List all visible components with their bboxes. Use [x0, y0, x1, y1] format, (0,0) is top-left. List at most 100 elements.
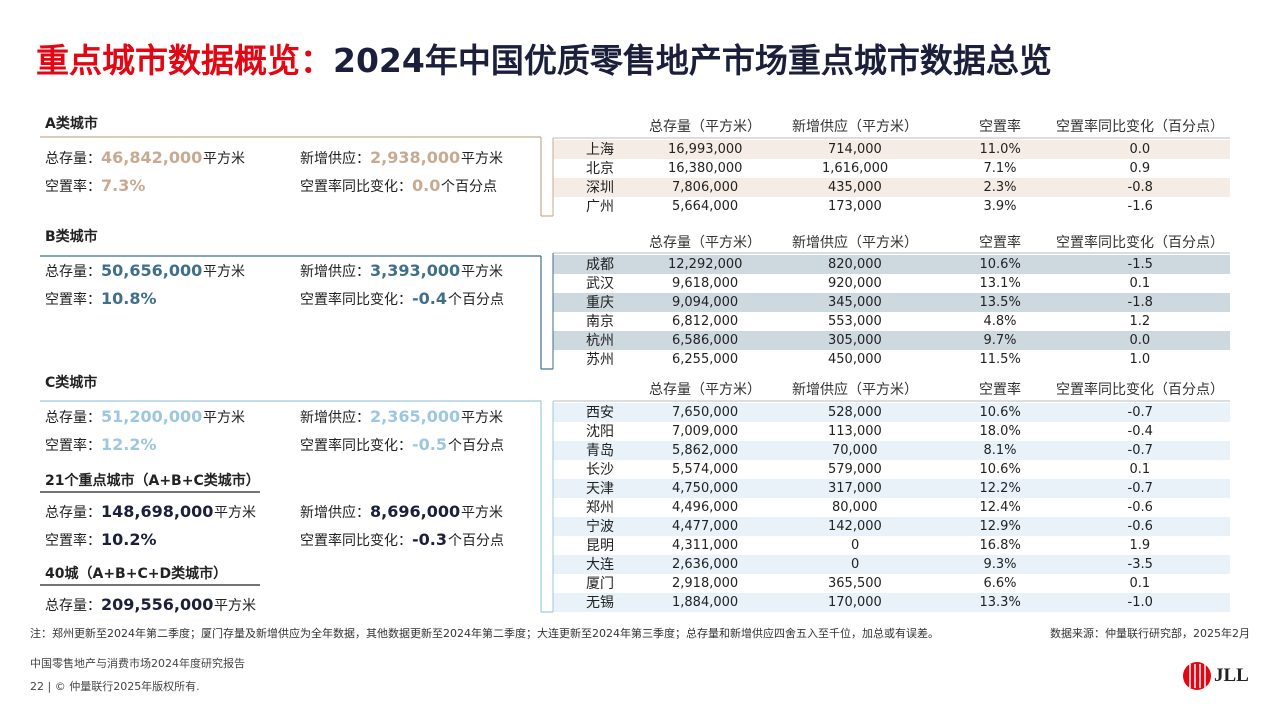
stat-value: 2,365,000: [370, 407, 461, 426]
table-cell: -0.7: [1127, 405, 1153, 420]
stat-unit: 平方米: [214, 598, 256, 614]
table-cell: 7,650,000: [672, 405, 739, 420]
table-cell: 714,000: [828, 142, 882, 157]
table-cell: 345,000: [828, 295, 882, 310]
stat-unit: 个百分点: [441, 179, 497, 195]
table-cell: 10.6%: [979, 405, 1021, 420]
stat-label: 总存量：: [45, 151, 101, 167]
stat-label: 总存量：: [45, 505, 101, 521]
stat-label: 空置率同比变化：: [300, 179, 412, 195]
summary-label: 21个重点城市（A+B+C类城市）: [45, 473, 260, 489]
row-shade: [553, 255, 1230, 274]
stat-value: 46,842,000: [101, 148, 203, 167]
table-cell: 0.0: [1129, 142, 1151, 157]
footer-report: 中国零售地产与消费市场2024年度研究报告: [30, 657, 245, 670]
table-cell: 2.3%: [983, 180, 1017, 195]
source: 数据来源：仲量联行研究部，2025年2月: [1050, 627, 1250, 640]
stat-label: 新增供应：: [300, 410, 370, 426]
table-cell: 13.5%: [979, 295, 1021, 310]
table-cell: 13.3%: [979, 595, 1021, 610]
logo-text: JLL: [1214, 665, 1249, 686]
table-cell: 9,094,000: [672, 295, 739, 310]
city-name: 青岛: [586, 443, 614, 459]
stat-unit: 平方米: [461, 505, 503, 521]
row-shade: [553, 517, 1230, 536]
group-label: A类城市: [45, 116, 98, 132]
stat-value: 10.8%: [101, 289, 157, 308]
stat-unit: 平方米: [214, 505, 256, 521]
stat-value: -0.3: [412, 530, 447, 549]
table-cell: 553,000: [828, 314, 882, 329]
city-name: 大连: [586, 557, 614, 573]
table-cell: -1.8: [1127, 295, 1153, 310]
stat-label: 总存量：: [45, 264, 101, 280]
stat-value: 148,698,000: [101, 502, 214, 521]
table-cell: 16,993,000: [668, 142, 743, 157]
stat-unit: 个百分点: [448, 438, 504, 454]
stat-label: 空置率：: [45, 179, 101, 195]
table-cell: 70,000: [832, 443, 878, 458]
title-highlight: 重点城市数据概览：: [36, 41, 333, 80]
table-cell: 7.1%: [983, 161, 1017, 176]
table-cell: 1.9: [1129, 538, 1151, 553]
table-cell: -1.6: [1127, 199, 1153, 214]
table-cell: -0.6: [1127, 500, 1153, 515]
stat-unit: 平方米: [461, 410, 503, 426]
row-shade: [553, 140, 1230, 159]
row-shade: [553, 403, 1230, 422]
table-cell: 11.5%: [979, 352, 1021, 367]
table-cell: 3.9%: [983, 199, 1017, 214]
row-shade: [553, 331, 1230, 350]
stat-label: 空置率同比变化：: [300, 438, 412, 454]
row-shade: [553, 593, 1230, 612]
table-header: 空置率: [979, 235, 1021, 251]
table-cell: 5,574,000: [672, 462, 739, 477]
stat-value: 3,393,000: [370, 261, 461, 280]
table-cell: 6,812,000: [672, 314, 739, 329]
table-cell: 4,477,000: [672, 519, 739, 534]
stat-label: 空置率同比变化：: [300, 533, 412, 549]
table-cell: -3.5: [1127, 557, 1153, 572]
table-cell: 18.0%: [979, 424, 1021, 439]
table-cell: 5,664,000: [672, 199, 739, 214]
stat-value: 0.0: [412, 176, 441, 195]
table-header: 空置率: [979, 382, 1021, 398]
table-cell: 1,616,000: [822, 161, 889, 176]
table-cell: -0.8: [1127, 180, 1153, 195]
city-name: 天津: [586, 481, 614, 497]
group-label: B类城市: [45, 229, 98, 245]
table-cell: 2,918,000: [672, 576, 739, 591]
city-name: 西安: [586, 405, 614, 421]
footnote: 注：郑州更新至2024年第二季度；厦门存量及新增供应为全年数据，其他数据更新至2…: [30, 627, 939, 640]
table-cell: 450,000: [828, 352, 882, 367]
table-cell: 11.0%: [979, 142, 1021, 157]
table-cell: -0.7: [1127, 481, 1153, 496]
table-header: 总存量（平方米）: [649, 119, 761, 135]
stat-value: 2,938,000: [370, 148, 461, 167]
table-header: 总存量（平方米）: [649, 235, 761, 251]
title: 重点城市数据概览：2024年中国优质零售地产市场重点城市数据总览: [36, 44, 1052, 77]
city-name: 宁波: [586, 519, 614, 535]
city-name: 南京: [586, 314, 614, 330]
table-cell: 0: [851, 557, 860, 572]
row-shade: [553, 479, 1230, 498]
stat-label: 新增供应：: [300, 151, 370, 167]
table-header: 新增供应（平方米）: [792, 382, 918, 398]
stat-unit: 平方米: [203, 410, 245, 426]
stat-value: 12.2%: [101, 435, 157, 454]
table-cell: 8.1%: [983, 443, 1017, 458]
table-cell: 820,000: [828, 257, 882, 272]
title-main: 2024年中国优质零售地产市场重点城市数据总览: [333, 41, 1052, 80]
table-cell: 12,292,000: [668, 257, 743, 272]
table-header: 空置率同比变化（百分点）: [1056, 235, 1224, 251]
table-cell: 579,000: [828, 462, 882, 477]
table-cell: 2,636,000: [672, 557, 739, 572]
stat-unit: 平方米: [461, 264, 503, 280]
table-cell: 9.3%: [983, 557, 1017, 572]
table-cell: 6,255,000: [672, 352, 739, 367]
city-name: 成都: [586, 257, 614, 273]
stat-label: 空置率：: [45, 533, 101, 549]
city-name: 长沙: [586, 462, 614, 478]
stat-label: 新增供应：: [300, 505, 370, 521]
